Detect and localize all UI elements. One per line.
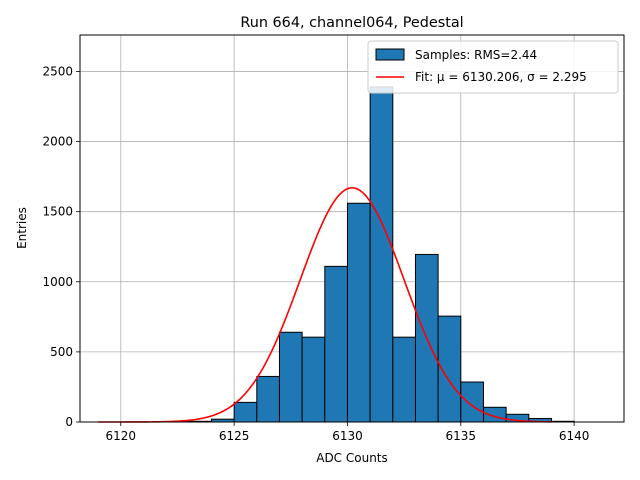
legend-samples-swatch — [375, 48, 405, 61]
x-tick-label: 6120 — [106, 429, 137, 443]
x-tick-label: 6130 — [332, 429, 363, 443]
y-axis-label: Entries — [15, 207, 29, 249]
legend-fit-label: Fit: μ = 6130.206, σ = 2.295 — [415, 70, 587, 84]
legend-box — [367, 40, 619, 94]
y-tick-label: 2500 — [42, 64, 73, 78]
y-axis-ticks: 0 500 1000 1500 2000 2500 — [42, 64, 80, 429]
legend: Samples: RMS=2.44 Fit: μ = 6130.206, σ =… — [367, 40, 619, 94]
histogram-bar — [369, 86, 394, 423]
x-axis-label: ADC Counts — [316, 451, 388, 465]
histogram-bar — [301, 336, 326, 423]
x-tick-label: 6125 — [219, 429, 250, 443]
x-tick-label: 6135 — [446, 429, 477, 443]
histogram-bar — [346, 202, 371, 423]
y-tick-label: 2000 — [42, 135, 73, 149]
histogram-bar — [392, 336, 416, 423]
histogram-bar — [256, 375, 280, 423]
histogram-bar — [324, 265, 348, 423]
chart-title: Run 664, channel064, Pedestal — [240, 15, 463, 31]
x-axis-ticks: 6120 6125 6130 6135 6140 — [106, 422, 590, 443]
y-tick-label: 500 — [50, 345, 73, 359]
fit-curve — [98, 187, 552, 423]
legend-samples-label: Samples: RMS=2.44 — [415, 48, 537, 62]
histogram-bars — [165, 86, 575, 423]
histogram-bar — [460, 381, 484, 423]
y-tick-label: 0 — [65, 415, 73, 429]
y-tick-label: 1000 — [42, 275, 73, 289]
x-tick-label: 6140 — [559, 429, 590, 443]
y-tick-label: 1500 — [42, 205, 73, 219]
plot-frame — [79, 34, 625, 423]
histogram-bar — [233, 401, 258, 423]
histogram-bar — [278, 331, 303, 423]
